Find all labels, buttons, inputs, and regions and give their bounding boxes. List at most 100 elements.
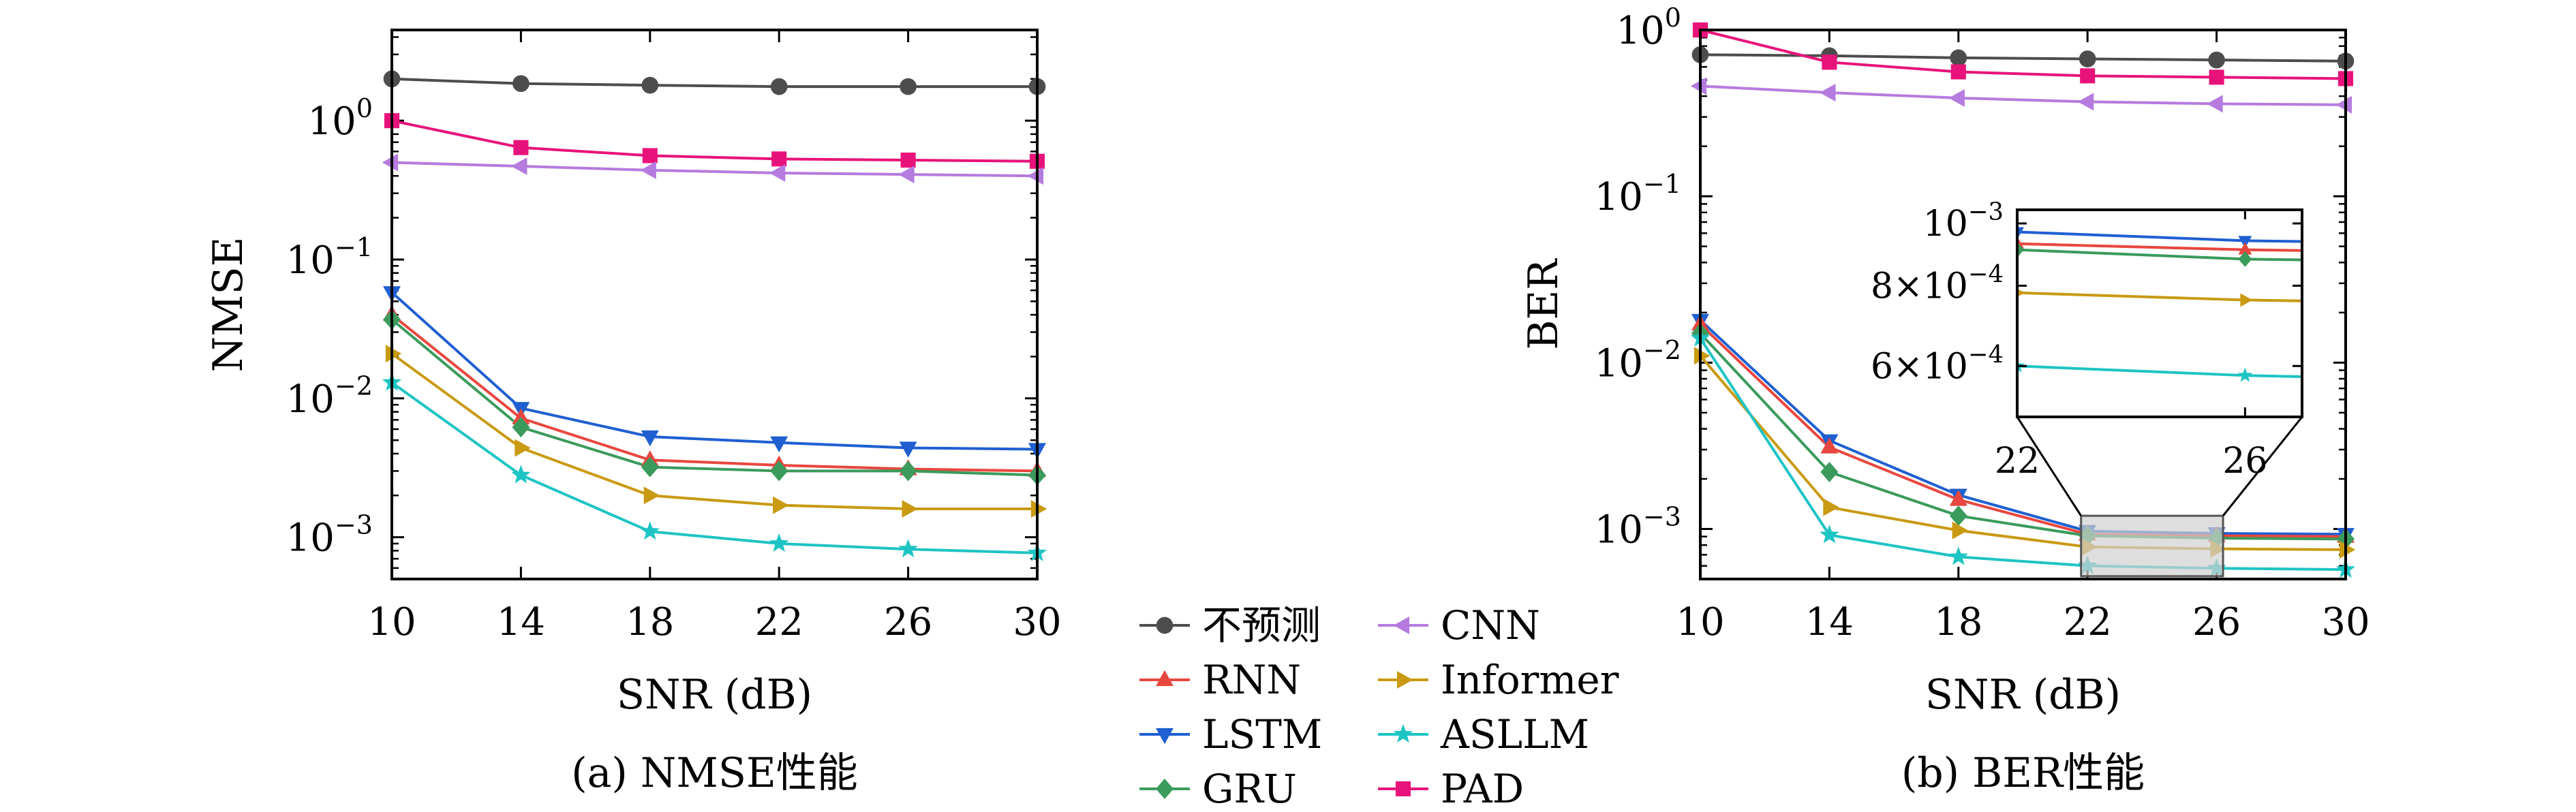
zoom-region [2080, 514, 2224, 578]
legend-label: 不预测 [1202, 602, 1321, 649]
data-point-no-prediction [641, 76, 659, 94]
legend-label: LSTM [1202, 711, 1322, 758]
inset-series-line-informer [2017, 291, 2302, 302]
y-tick-label-base: 10 [286, 238, 335, 283]
data-point-cnn [2335, 95, 2352, 114]
inset-y-tick-label-exponent: −4 [1968, 260, 2004, 288]
series-line-asllm [1699, 337, 2346, 572]
inset-y-tick-label: 10−3 [1923, 198, 2004, 245]
data-point-asllm [1820, 525, 1839, 544]
data-point-rnn [1949, 490, 1967, 506]
y-tick-label-exponent: 0 [356, 93, 373, 123]
legend-marker [1393, 616, 1410, 634]
data-point-lstm [770, 436, 788, 453]
data-point-cnn [2077, 93, 2094, 111]
series-line-gru [390, 318, 1038, 477]
inset-data-point-informer [2017, 288, 2025, 297]
y-tick-label: 10−2 [286, 371, 373, 422]
inset-series-line-rnn [2017, 242, 2302, 252]
series-line-pad [391, 119, 1038, 163]
inset-data-point-gru [1783, 165, 1796, 181]
y-tick-label: 10−3 [1595, 501, 1681, 552]
x-tick-label: 22 [2064, 600, 2112, 644]
legend-label: RNN [1202, 657, 1301, 703]
y-tick-label-exponent: −2 [1643, 335, 1681, 365]
inset-data-point-informer [1785, 222, 1797, 236]
panel-caption: (b) BER性能 [1901, 749, 2145, 797]
y-tick-label-base: 10 [1595, 175, 1643, 219]
inset-y-tick-label-base: 6×10 [1871, 346, 1968, 387]
inset-data-point-informer [1557, 133, 1569, 146]
inset-series [1557, 103, 2481, 387]
data-point-gru [899, 460, 917, 482]
legend-item-no-prediction: 不预测 [1139, 602, 1321, 649]
series-line-lstm [390, 291, 1038, 451]
legend-marker [1156, 670, 1174, 687]
data-point-cnn [640, 161, 656, 179]
data-point-informer [1952, 521, 1969, 540]
x-axis-label: SNR (dB) [1925, 671, 2121, 719]
data-point-cnn [1948, 89, 1965, 107]
legend-marker [1156, 616, 1174, 634]
y-tick-label-base: 10 [286, 377, 335, 422]
inset-y-tick-label-exponent: −3 [1968, 198, 2004, 226]
y-tick-label: 10−3 [286, 510, 373, 560]
legend-item-asllm: ASLLM [1378, 711, 1589, 758]
legend-label: PAD [1441, 766, 1524, 812]
inset-series-line-gru [2017, 248, 2302, 262]
y-axis-label: NMSE [204, 237, 252, 373]
data-point-lstm [899, 441, 917, 458]
inset-data-point-informer [2468, 297, 2481, 311]
legend-item-gru: GRU [1139, 766, 1297, 812]
x-tick-label: 26 [2192, 600, 2241, 644]
inset-data-point-lstm [2238, 236, 2252, 249]
data-point-pad [513, 140, 529, 155]
data-point-informer [1823, 498, 1839, 516]
data-point-informer [643, 486, 660, 505]
series-line-gru [1699, 332, 2346, 541]
inset-series-line-asllm [2017, 364, 2302, 378]
data-point-no-prediction [2208, 51, 2225, 69]
series-line-asllm [390, 381, 1038, 555]
inset-data-point-rnn [1783, 103, 1796, 115]
inset-y-tick-label: 6×10−4 [1871, 341, 2004, 387]
legend-item-rnn: RNN [1139, 657, 1301, 703]
data-point-cnn [382, 153, 399, 172]
inset-data-point-gru [2238, 251, 2252, 267]
data-point-gru [1949, 505, 1967, 527]
y-tick-label-base: 10 [1595, 341, 1643, 386]
y-tick-label-base: 10 [1616, 9, 1665, 53]
y-tick-label-exponent: −1 [335, 232, 373, 262]
legend-item-informer: Informer [1378, 657, 1619, 703]
y-tick-label: 10−1 [286, 232, 373, 283]
data-point-cnn [769, 163, 786, 182]
y-tick-label-base: 10 [286, 516, 335, 561]
inset-frame [2016, 208, 2303, 418]
x-tick-label: 30 [1013, 600, 1061, 644]
data-point-informer [385, 345, 402, 363]
inset-x-tick-label: 22 [1995, 441, 2040, 482]
y-tick-label-exponent: −1 [1643, 169, 1681, 199]
inset-data-point-asllm [2466, 373, 2481, 387]
x-tick-label: 18 [626, 600, 674, 644]
inset-data-point-gru [2466, 255, 2480, 270]
data-point-asllm [511, 465, 531, 484]
plot-frame [390, 29, 1039, 580]
data-point-pad [642, 148, 658, 163]
data-point-gru [512, 417, 530, 438]
legend-marker [1395, 781, 1411, 797]
inset-data-point-asllm [2237, 367, 2253, 382]
x-axis-label: SNR (dB) [617, 671, 812, 719]
y-tick-label-exponent: −3 [335, 510, 373, 540]
y-tick-label: 100 [308, 93, 373, 144]
data-point-pad [2209, 69, 2224, 85]
legend-marker [1393, 724, 1413, 743]
data-point-gru [770, 460, 788, 482]
legend-item-cnn: CNN [1378, 602, 1540, 649]
inset-y-tick-label-base: 10 [1923, 204, 1968, 245]
legend-label: GRU [1202, 766, 1297, 812]
inset-data-point-lstm [2466, 239, 2480, 251]
inset-data-point-gru [2017, 242, 2024, 258]
legend-item-lstm: LSTM [1139, 711, 1322, 758]
inset-chart: 10−38×10−46×10−422 26 [1557, 103, 2481, 517]
